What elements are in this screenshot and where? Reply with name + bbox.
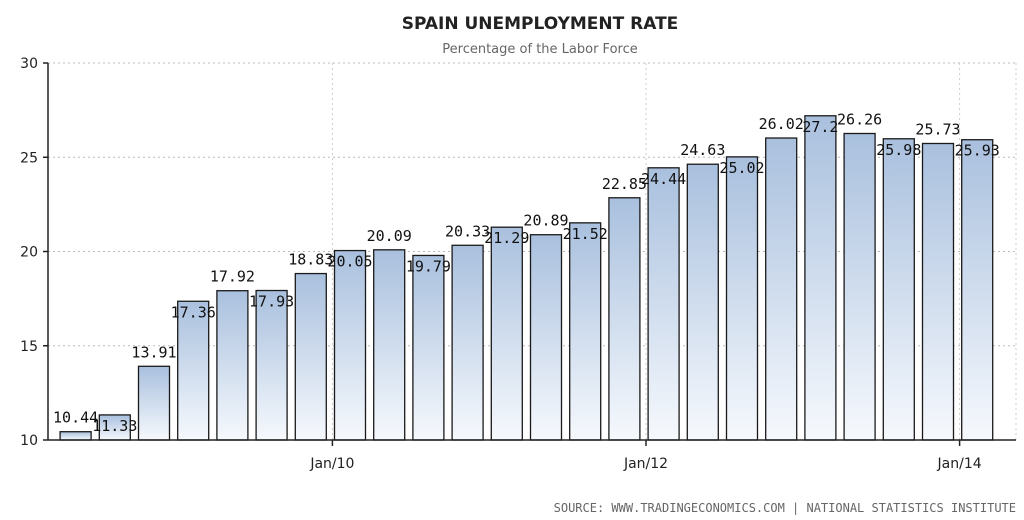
x-tick-label: Jan/12 — [623, 456, 668, 472]
bar — [98, 414, 131, 441]
data-label: 24.44 — [641, 170, 686, 188]
bar — [177, 300, 210, 441]
data-label: 20.05 — [327, 253, 372, 271]
y-tick-label: 20 — [20, 245, 38, 261]
bar — [647, 167, 680, 441]
data-label: 25.93 — [955, 142, 1000, 160]
data-label: 10.44 — [53, 409, 98, 427]
bar — [255, 289, 288, 441]
data-label: 26.26 — [837, 110, 882, 128]
bar — [725, 156, 759, 441]
bar — [961, 139, 994, 441]
axes: 10 15 20 25 30 Jan/10 Jan/12 Jan/14 — [20, 56, 1016, 472]
chart-title: SPAIN UNEMPLOYMENT RATE — [402, 14, 679, 34]
data-label: 21.52 — [563, 225, 608, 243]
bar — [529, 234, 563, 441]
data-label: 17.92 — [210, 268, 255, 286]
bar — [608, 197, 641, 441]
y-tick-label: 10 — [20, 433, 38, 449]
data-label: 26.02 — [759, 115, 804, 133]
bar — [843, 132, 876, 441]
bar — [921, 142, 955, 441]
bar — [137, 365, 171, 441]
data-label: 17.93 — [249, 293, 294, 311]
bar — [373, 249, 406, 441]
x-tick-label: Jan/10 — [309, 456, 354, 472]
data-label: 17.36 — [171, 303, 216, 321]
x-tick-label: Jan/14 — [937, 456, 982, 472]
bar — [569, 222, 602, 441]
data-label: 20.09 — [367, 227, 412, 245]
y-tick-label: 30 — [20, 56, 38, 72]
y-tick-label: 15 — [20, 339, 38, 355]
data-label: 22.85 — [602, 175, 647, 193]
bar — [804, 115, 837, 441]
data-label: 27.2 — [802, 118, 838, 136]
data-label: 11.33 — [92, 417, 137, 435]
bar — [59, 431, 92, 441]
bar — [765, 137, 798, 441]
data-label: 19.79 — [406, 257, 451, 275]
data-label: 13.91 — [131, 343, 176, 361]
data-label: 25.98 — [876, 141, 921, 159]
bar — [294, 272, 327, 441]
data-label: 21.29 — [484, 229, 529, 247]
data-label: 18.83 — [288, 251, 333, 269]
data-label: 25.73 — [915, 120, 960, 138]
bar — [490, 226, 523, 441]
bar — [451, 244, 484, 441]
bar — [333, 249, 367, 441]
bar — [686, 163, 719, 441]
bar — [412, 254, 445, 441]
data-label: 20.89 — [523, 212, 568, 230]
data-label: 24.63 — [680, 141, 725, 159]
source-note: SOURCE: WWW.TRADINGECONOMICS.COM | NATIO… — [554, 501, 1016, 515]
bar — [216, 290, 249, 441]
data-label: 25.02 — [719, 159, 764, 177]
bars — [59, 115, 994, 441]
chart-subtitle: Percentage of the Labor Force — [442, 42, 637, 57]
data-label: 20.33 — [445, 222, 490, 240]
bar — [882, 138, 915, 441]
y-tick-label: 25 — [20, 150, 38, 166]
